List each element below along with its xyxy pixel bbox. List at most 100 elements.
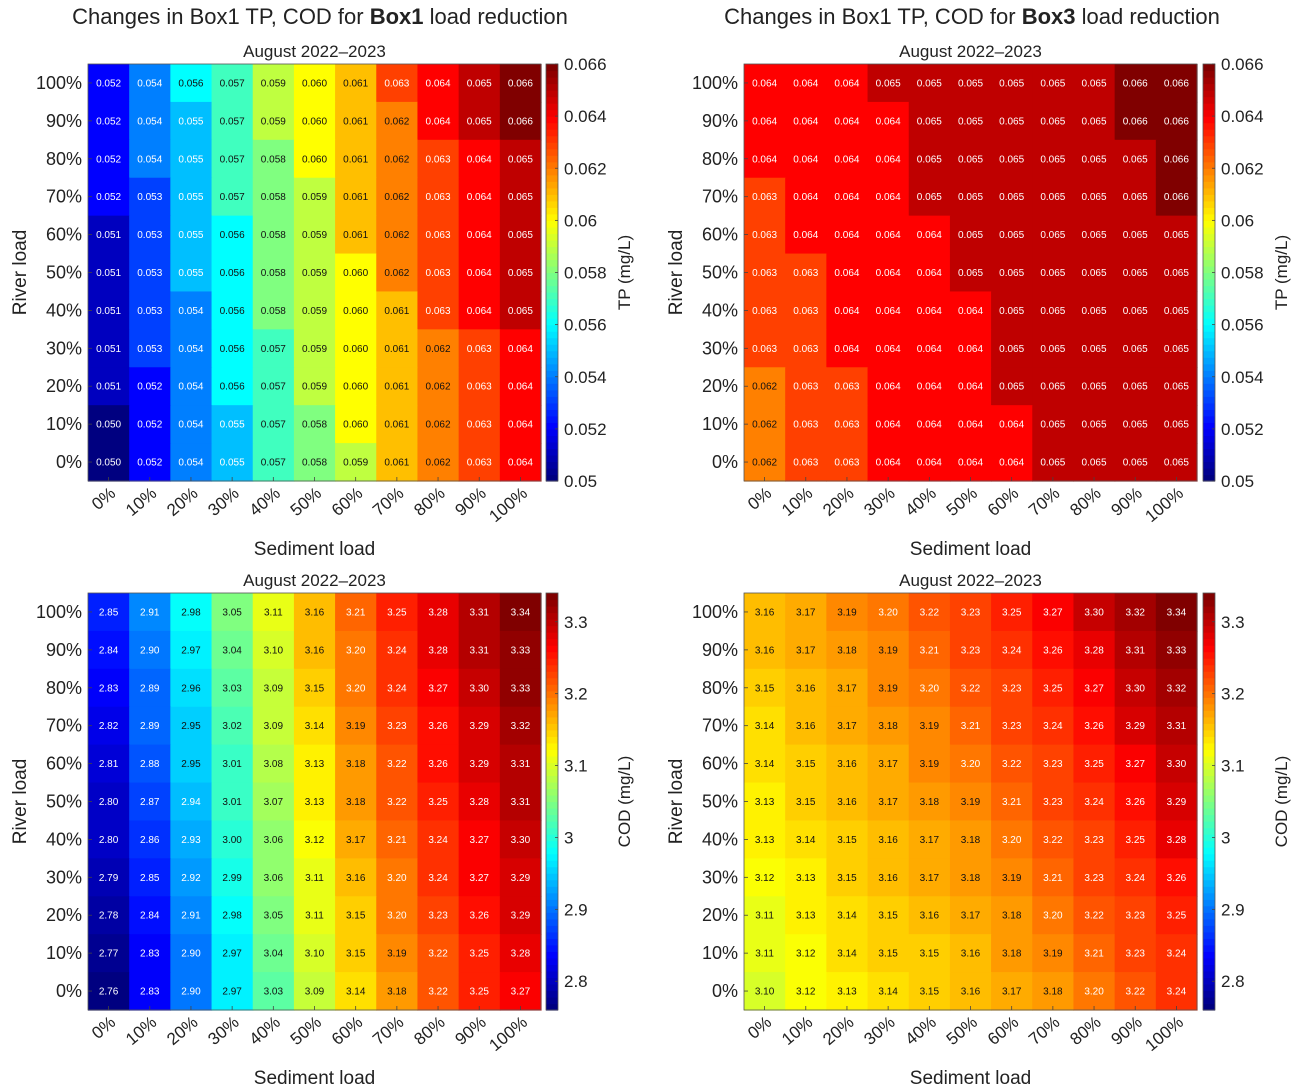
heatmap-cell <box>417 101 460 141</box>
heatmap-cell <box>458 215 501 255</box>
x-axis-label: Sediment load <box>910 539 1031 560</box>
cell-value-label: 0.063 <box>834 420 859 431</box>
heatmap-cell <box>744 782 786 822</box>
cell-value-label: 0.065 <box>1040 344 1065 355</box>
heatmap-cell <box>744 177 786 217</box>
heatmap-cell <box>417 934 460 973</box>
cell-value-label: 0.064 <box>917 230 942 241</box>
cell-value-label: 3.06 <box>264 873 284 884</box>
cell-value-label: 3.18 <box>961 873 981 884</box>
cell-value-label: 3.16 <box>755 607 775 618</box>
cell-value-label: 0.062 <box>426 382 451 393</box>
cell-value-label: 0.065 <box>1082 268 1107 279</box>
heatmap-cell <box>908 972 951 1011</box>
heatmap-cell <box>1032 367 1075 406</box>
cell-value-label: 2.97 <box>222 987 242 998</box>
y-tick-label: 40% <box>46 300 82 320</box>
cell-value-label: 0.056 <box>220 306 245 317</box>
heatmap-cell <box>1032 177 1075 217</box>
cell-value-label: 0.063 <box>752 306 777 317</box>
colorbar-segment <box>546 951 558 959</box>
cell-value-label: 0.063 <box>793 420 818 431</box>
cell-value-label: 0.050 <box>96 458 121 469</box>
colorbar-segment <box>546 265 558 274</box>
y-axis-label: River load <box>10 759 31 845</box>
heatmap-cell <box>376 101 419 141</box>
colorbar-segment <box>1203 612 1215 620</box>
y-tick-label: 10% <box>46 943 82 963</box>
cell-value-label: 0.055 <box>178 192 203 203</box>
cell-value-label: 3.27 <box>469 835 489 846</box>
colorbar-segment <box>546 337 558 345</box>
colorbar-segment <box>1203 860 1215 868</box>
heatmap-cell <box>129 820 171 859</box>
heatmap-cell <box>1114 668 1157 708</box>
colorbar-segment <box>546 970 558 979</box>
colorbar-tick-label: 2.9 <box>564 900 588 919</box>
cell-value-label: 3.15 <box>305 683 325 694</box>
cell-value-label: 0.065 <box>508 192 533 203</box>
cell-value-label: 3.23 <box>1002 683 1022 694</box>
colorbar-segment <box>546 246 558 254</box>
colorbar-segment <box>1203 879 1215 887</box>
heatmap-cell <box>458 253 501 293</box>
cell-value-label: 0.064 <box>834 306 859 317</box>
heatmap-cell <box>335 101 377 141</box>
cell-value-label: 2.89 <box>140 683 160 694</box>
heatmap-cell <box>1032 668 1075 708</box>
cell-value-label: 0.057 <box>220 78 245 89</box>
heatmap-cell <box>991 630 1033 670</box>
y-tick-label: 20% <box>702 905 738 925</box>
colorbar-segment <box>1203 853 1215 861</box>
heatmap-cell <box>1114 291 1157 330</box>
cell-value-label: 0.060 <box>343 344 368 355</box>
x-tick-label: 90% <box>452 484 490 520</box>
heatmap-cell <box>458 820 501 859</box>
cell-value-label: 3.17 <box>837 683 857 694</box>
heatmap-cell <box>1073 405 1116 444</box>
cell-value-label: 0.065 <box>1123 154 1148 165</box>
heatmap-cell <box>1073 896 1116 935</box>
cell-value-label: 3.14 <box>755 759 775 770</box>
cell-value-label: 0.062 <box>752 382 777 393</box>
colorbar-segment <box>546 658 558 666</box>
heatmap-panel-2: August 2022–2023 0.064 0.064 0.064 0.065 0.06… <box>666 42 1291 560</box>
cell-value-label: 0.065 <box>917 78 942 89</box>
colorbar-segment <box>546 324 558 332</box>
colorbar-segment <box>546 990 558 998</box>
heatmap-cell <box>211 896 254 935</box>
colorbar-label: TP (mg/L) <box>615 235 634 310</box>
heatmap-cell <box>170 291 213 330</box>
cell-value-label: 3.24 <box>1084 797 1104 808</box>
heatmap-cell <box>744 64 786 103</box>
cell-value-label: 0.064 <box>958 344 983 355</box>
cell-value-label: 2.98 <box>222 911 242 922</box>
heatmap-cell <box>949 972 992 1011</box>
cell-value-label: 3.10 <box>305 949 325 960</box>
heatmap-cell <box>867 858 910 897</box>
cell-value-label: 0.064 <box>958 420 983 431</box>
heatmap-cell <box>335 934 377 973</box>
cell-value-label: 3.20 <box>1043 911 1063 922</box>
cell-value-label: 0.060 <box>343 382 368 393</box>
heatmap-cell <box>170 630 213 670</box>
cell-value-label: 0.063 <box>426 192 451 203</box>
heatmap-cell <box>785 64 827 103</box>
x-tick-label: 0% <box>88 1013 119 1043</box>
cell-value-label: 2.86 <box>140 835 160 846</box>
cell-value-label: 0.064 <box>426 116 451 127</box>
colorbar-segment <box>1203 344 1215 352</box>
cell-value-label: 0.065 <box>467 116 492 127</box>
x-tick-label: 40% <box>246 484 284 520</box>
cell-value-label: 2.88 <box>140 759 160 770</box>
cell-value-label: 0.065 <box>999 344 1024 355</box>
colorbar-segment <box>546 415 558 423</box>
heatmap-cell <box>1155 972 1198 1011</box>
heatmap-cell <box>376 405 419 444</box>
heatmap-cell <box>949 782 992 822</box>
colorbar-segment <box>1203 977 1215 985</box>
cell-value-label: 3.23 <box>1043 759 1063 770</box>
cell-value-label: 2.87 <box>140 797 160 808</box>
colorbar-segment <box>1203 155 1215 163</box>
heatmap-cell <box>867 972 910 1011</box>
